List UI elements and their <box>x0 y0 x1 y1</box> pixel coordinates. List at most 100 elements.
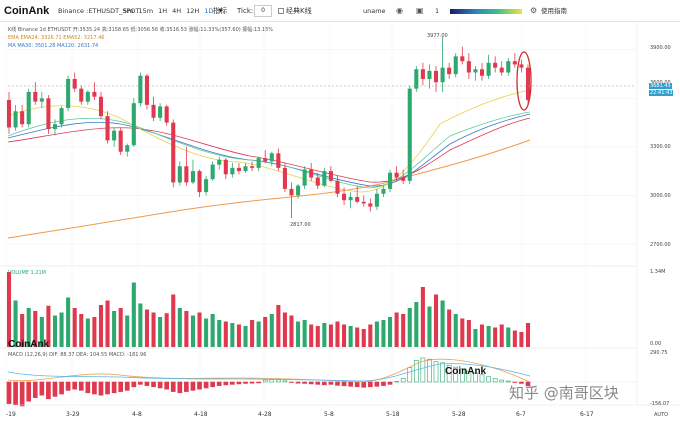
last-price-tag: 3681.43 <box>649 83 672 89</box>
candle-body <box>328 171 333 181</box>
volume-bar <box>197 312 202 347</box>
auto-scale-button[interactable]: AUTO <box>654 412 669 418</box>
volume-bar <box>525 323 531 347</box>
macd-bar <box>203 381 209 389</box>
candle-body <box>105 116 110 141</box>
candle-body <box>296 185 301 196</box>
volume-bar <box>447 309 452 347</box>
guide-link[interactable]: 使用指南 <box>541 7 567 15</box>
candle-body <box>52 124 58 130</box>
camera-icon[interactable]: ▣ <box>416 6 424 15</box>
macd-bar <box>328 381 334 385</box>
kline-chart[interactable] <box>0 22 680 422</box>
date-tick: 4-18 <box>194 411 208 418</box>
volume-bar <box>39 317 44 347</box>
macd-bar <box>387 381 393 385</box>
coinank-watermark-macd: CoinAnk <box>445 366 487 377</box>
macd-bar <box>32 381 38 398</box>
macd-bar <box>361 381 367 388</box>
interval-1d[interactable]: 1D <box>204 7 214 15</box>
candle-body <box>309 169 314 178</box>
macd-dea-line <box>7 363 531 382</box>
macd-bar <box>466 370 472 383</box>
symbol-selector[interactable]: Binance :ETHUSDT_SPOT <box>58 7 140 15</box>
date-tick: -19 <box>6 411 16 418</box>
candle-body <box>447 67 452 75</box>
date-tick: 6-17 <box>580 411 594 418</box>
highlight-ellipse <box>516 51 532 111</box>
volume-bar <box>112 311 117 347</box>
candle-body <box>177 166 182 183</box>
candlesticks <box>6 36 531 218</box>
indicators-button[interactable]: 指标 <box>213 7 227 15</box>
candle-body <box>158 106 163 118</box>
date-tick: 5-18 <box>386 411 400 418</box>
macd-bar <box>499 379 505 383</box>
macd-bar <box>65 381 71 391</box>
low-price-annotation: 2817.00 <box>290 222 311 228</box>
candle-body <box>6 99 12 128</box>
interval-12h[interactable]: 12H <box>186 7 200 15</box>
macd-bar <box>446 364 452 383</box>
macd-bar <box>59 381 64 395</box>
price-tick: 2700.00 <box>650 242 671 248</box>
interval-15m[interactable]: 15m <box>138 7 154 15</box>
classic-kline-toggle[interactable]: 经典K线 <box>278 0 312 22</box>
candle-body <box>315 177 320 186</box>
volume-bar <box>98 305 104 347</box>
volume-legend: VOLUME 1.21M <box>8 270 46 276</box>
macd-bar <box>440 362 445 383</box>
candle-body <box>138 75 143 104</box>
volume-bar <box>92 317 97 347</box>
candle-body <box>466 61 471 73</box>
checkbox-icon <box>278 8 284 14</box>
candle-body <box>289 188 294 196</box>
volume-bar <box>460 318 465 347</box>
candle-body <box>197 171 202 193</box>
macd-bars <box>6 357 636 407</box>
interval-4h[interactable]: 4H <box>172 7 182 15</box>
macd-bar <box>322 381 327 386</box>
candle-body <box>98 96 104 117</box>
macd-bar <box>170 381 176 392</box>
candle-body <box>92 91 97 97</box>
candle-body <box>250 166 255 168</box>
candle-body <box>355 196 360 202</box>
gear-icon[interactable]: ⚙ <box>530 6 538 15</box>
macd-bar <box>525 381 531 387</box>
zhihu-watermark: 知乎 @南哥区块 <box>509 384 619 402</box>
volume-bar <box>493 327 498 347</box>
volume-bar <box>223 321 228 347</box>
macd-bar <box>308 381 314 385</box>
interval-5m[interactable]: 5m <box>123 7 134 15</box>
volume-bar <box>72 308 77 347</box>
candle-body <box>112 130 117 141</box>
volume-bar <box>256 321 261 347</box>
interval-dropdown-icon[interactable]: ▼ <box>218 8 223 14</box>
candle-body <box>151 104 156 118</box>
ma120-line <box>7 139 531 239</box>
moving-average-lines <box>7 89 531 239</box>
ma30-line <box>7 111 531 189</box>
tick-input[interactable]: 0 <box>254 5 272 17</box>
volume-bar <box>269 314 274 347</box>
candle-body <box>420 69 425 79</box>
candle-body <box>223 159 228 175</box>
macd-legend: MACD (12,26,9) DIF: 88.37 DEA: 104.55 MA… <box>8 352 147 358</box>
volume-bar <box>210 314 215 347</box>
macd-bar <box>72 381 78 390</box>
macd-bar <box>157 381 163 389</box>
tick-label: Tick: <box>237 7 254 15</box>
username-selector[interactable]: uname <box>363 7 386 15</box>
candle-body <box>348 196 353 201</box>
candle-body <box>256 158 261 168</box>
interval-1h[interactable]: 1H <box>158 7 168 15</box>
eye-icon[interactable]: ◉ <box>396 6 403 15</box>
price-tick: 3000.00 <box>650 193 671 199</box>
candle-body <box>427 70 432 79</box>
heatmap-gradient-slider[interactable] <box>450 9 522 14</box>
candle-body <box>525 67 531 100</box>
page-count: 1 <box>435 7 440 15</box>
candle-body <box>85 91 90 102</box>
volume-bar <box>105 300 110 347</box>
